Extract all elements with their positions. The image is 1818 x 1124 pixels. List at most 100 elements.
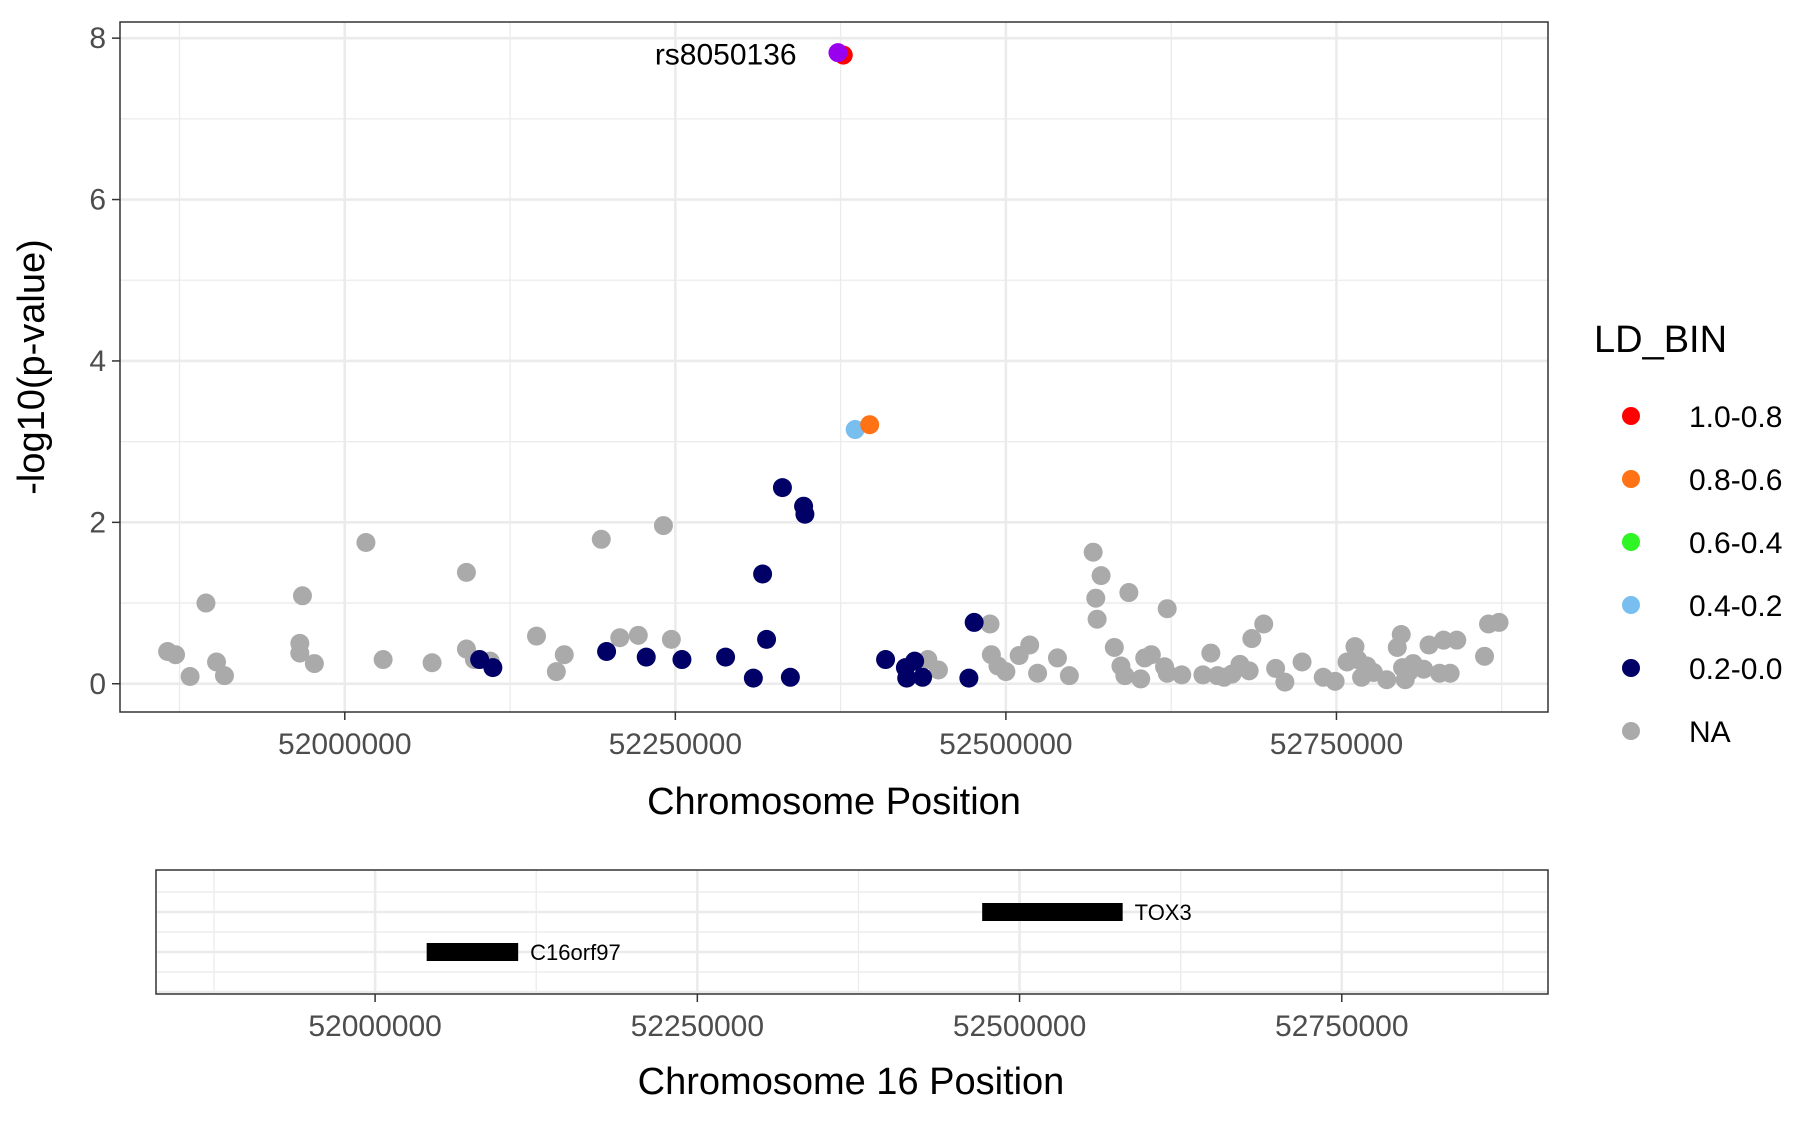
data-point <box>597 641 617 661</box>
data-point <box>1434 630 1454 650</box>
x-axis-title: Chromosome Position <box>647 781 1021 823</box>
x-tick-label: 52000000 <box>278 728 411 761</box>
data-point <box>772 478 792 498</box>
x-tick-label: 52750000 <box>1270 728 1403 761</box>
data-point <box>1292 652 1312 672</box>
y-tick-label: 2 <box>89 506 106 539</box>
data-point <box>661 629 681 649</box>
data-point <box>422 653 442 673</box>
data-point <box>1020 635 1040 655</box>
data-point <box>980 614 1000 634</box>
data-point <box>1091 566 1111 586</box>
data-point <box>304 654 324 674</box>
data-point <box>860 415 880 435</box>
data-point <box>1391 625 1411 645</box>
scatter-gridlines <box>120 22 1548 712</box>
data-point <box>1475 646 1495 666</box>
data-point <box>1377 670 1397 690</box>
data-point <box>1201 643 1221 663</box>
scatter-panel: 0 2 4 6 8 52000000 52250000 52500000 52750000 r… <box>11 21 1549 823</box>
data-point <box>610 628 630 648</box>
data-point <box>1239 661 1259 681</box>
legend-label: 1.0-0.8 <box>1689 401 1782 434</box>
data-point <box>964 612 984 632</box>
gene-track-x-axis-title: Chromosome 16 Position <box>638 1061 1065 1103</box>
y-tick-label: 8 <box>89 22 106 55</box>
data-point <box>292 586 312 606</box>
gene-x-tick-label: 52750000 <box>1275 1010 1408 1043</box>
scatter-y-axis: 0 2 4 6 8 <box>89 22 120 701</box>
data-point <box>1419 635 1439 655</box>
data-point <box>1047 648 1067 668</box>
data-point <box>1141 645 1161 665</box>
data-point <box>1087 609 1107 629</box>
data-point <box>1157 599 1177 619</box>
data-point <box>1131 669 1151 689</box>
legend-label: 0.8-0.6 <box>1689 464 1782 497</box>
data-point <box>1172 665 1192 685</box>
data-point <box>743 668 763 688</box>
data-point <box>1086 588 1106 608</box>
data-point <box>1104 637 1124 657</box>
data-point <box>913 667 933 687</box>
data-point <box>716 647 736 667</box>
y-tick-label: 0 <box>89 668 106 701</box>
legend-key <box>1622 407 1640 425</box>
data-point <box>959 668 979 688</box>
data-point <box>828 43 848 63</box>
data-point <box>928 660 948 680</box>
legend: LD_BIN 1.0-0.8 0.8-0.6 0.6-0.4 0.4-0.2 0.2-0… <box>1594 319 1782 749</box>
legend-key <box>1622 659 1640 677</box>
data-point <box>1489 612 1509 632</box>
legend-label: 0.6-0.4 <box>1689 527 1782 560</box>
data-point <box>1119 583 1139 603</box>
legend-key <box>1622 470 1640 488</box>
data-point <box>876 650 896 670</box>
x-tick-label: 52500000 <box>939 728 1072 761</box>
gene-track-border <box>155 869 1549 995</box>
data-point <box>470 650 490 670</box>
data-point <box>554 645 574 665</box>
data-point <box>166 645 186 665</box>
data-point <box>845 420 865 440</box>
legend-key <box>1622 722 1640 740</box>
gene-track-panel: TOX3 C16orf97 52000000 52250000 52500000 527… <box>155 869 1549 1103</box>
data-point <box>628 625 648 645</box>
data-point <box>1254 614 1274 634</box>
data-point <box>591 529 611 549</box>
data-point <box>1242 629 1262 649</box>
legend-key <box>1622 596 1640 614</box>
y-axis-title: -log10(p-value) <box>11 239 53 495</box>
data-point <box>780 667 800 687</box>
scatter-plot-border <box>119 21 1549 713</box>
scatter-x-axis: 52000000 52250000 52500000 52750000 <box>278 712 1403 761</box>
gene-x-tick-label: 52500000 <box>953 1010 1086 1043</box>
legend-label: 0.4-0.2 <box>1689 590 1782 623</box>
data-point <box>1083 542 1103 562</box>
gene-track-gridlines <box>156 870 1548 994</box>
data-point <box>214 666 234 686</box>
data-point <box>527 626 546 646</box>
gene-bar <box>426 943 519 961</box>
data-point <box>373 650 393 670</box>
data-point <box>1193 665 1213 685</box>
legend-label: NA <box>1689 716 1731 749</box>
data-point <box>897 668 917 688</box>
legend-title: LD_BIN <box>1594 319 1727 361</box>
data-point <box>795 504 815 524</box>
data-point <box>996 662 1016 682</box>
data-point <box>653 516 673 536</box>
data-point <box>1325 671 1345 691</box>
y-tick-label: 4 <box>89 345 106 378</box>
x-tick-label: 52250000 <box>609 728 742 761</box>
scatter-plot-background <box>120 22 1548 712</box>
legend-label: 0.2-0.0 <box>1689 653 1782 686</box>
data-point <box>672 650 692 670</box>
data-point <box>180 666 200 686</box>
data-point <box>636 647 656 667</box>
data-point <box>1447 630 1467 650</box>
data-point <box>1059 666 1079 686</box>
gene-x-tick-label: 52000000 <box>308 1010 441 1043</box>
gene-label: C16orf97 <box>530 940 621 965</box>
